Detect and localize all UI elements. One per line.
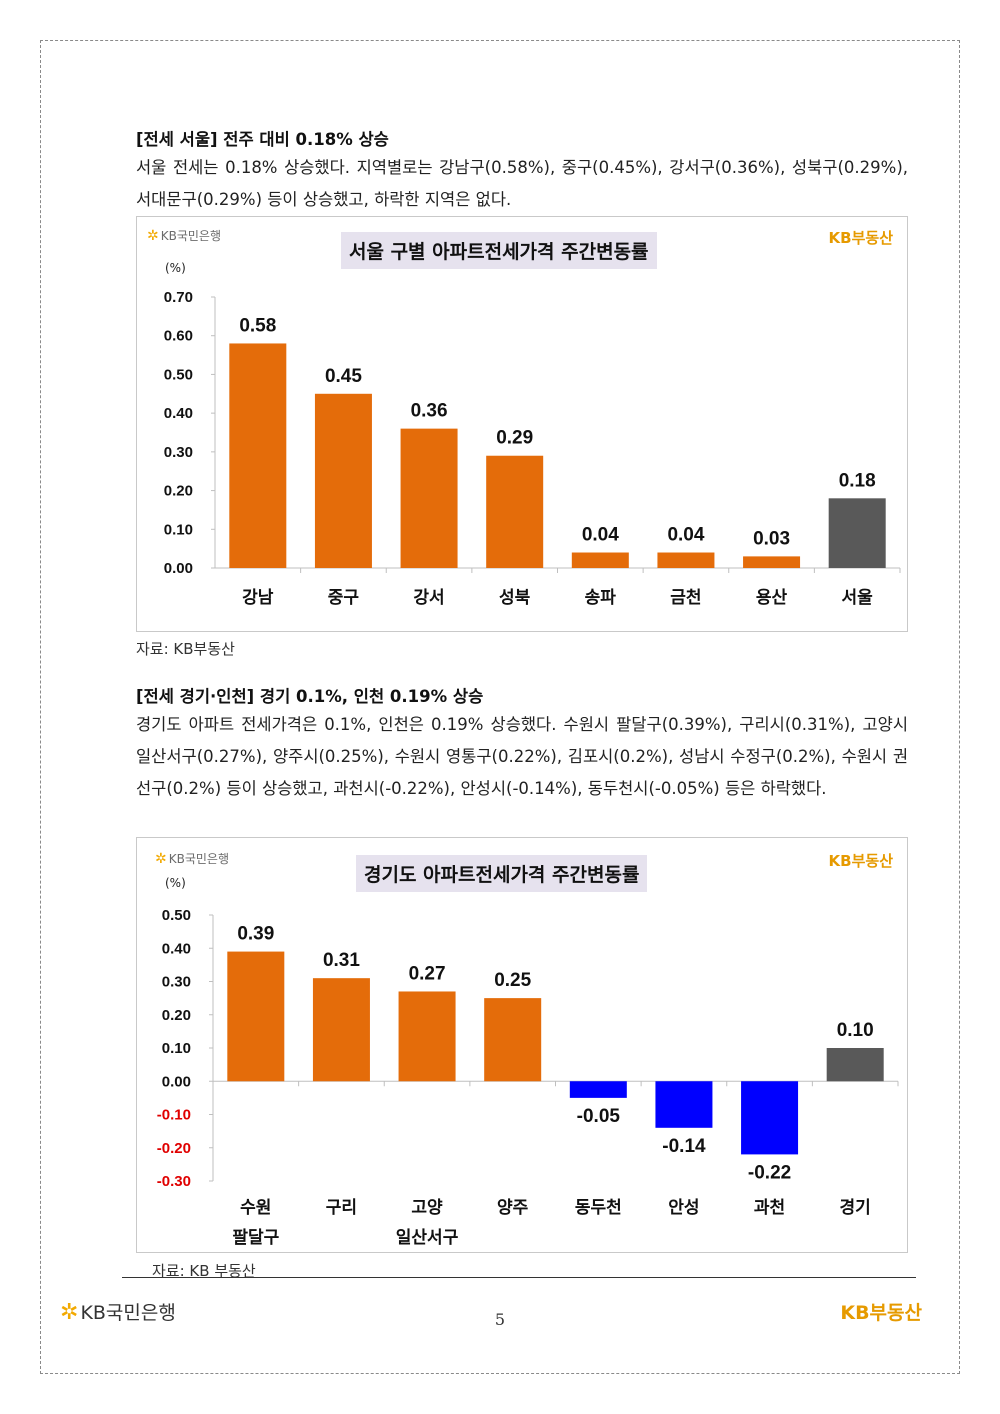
category-label: 수원 — [240, 1198, 271, 1218]
y-tick-label: -0.20 — [157, 1140, 191, 1157]
bar — [826, 1048, 884, 1082]
section1-paragraph: 서울 전세는 0.18% 상승했다. 지역별로는 강남구(0.58%), 중구(… — [136, 158, 908, 209]
page-frame — [40, 40, 960, 1374]
gyeonggi-chart: ✲ KB국민은행 KB부동산 경기도 아파트전세가격 주간변동률 (%) -0.3… — [136, 837, 908, 1253]
y-tick-label: 0.10 — [162, 1040, 191, 1057]
kb-star-icon: ✲ — [147, 228, 159, 244]
category-label: 금천 — [670, 588, 701, 608]
chart-unit-label: (%) — [165, 876, 186, 890]
y-tick-label: 0.40 — [162, 940, 191, 957]
y-tick-label: 0.00 — [164, 560, 193, 577]
section1-heading: [전세 서울] 전주 대비 0.18% 상승 — [136, 130, 389, 149]
kb-bank-logo: ✲ KB국민은행 — [155, 851, 229, 867]
category-label: 강서 — [413, 588, 444, 608]
bar — [741, 1081, 799, 1155]
category-label: 서울 — [842, 588, 874, 608]
data-label: 0.36 — [411, 401, 448, 422]
bar — [400, 428, 458, 568]
chart-unit-label: (%) — [165, 261, 186, 275]
section2-source: 자료: KB 부동산 — [152, 1262, 256, 1280]
data-label: 0.31 — [323, 950, 360, 971]
y-tick-label: 0.40 — [164, 405, 193, 422]
gyeonggi-chart-plot: -0.30 -0.20 -0.10 0.00 0.10 0.20 0.30 0.40 0.50 0… — [157, 907, 899, 1248]
data-label: 0.10 — [837, 1020, 874, 1041]
data-label: 0.04 — [582, 525, 619, 546]
bar — [227, 951, 285, 1082]
data-label: 0.27 — [409, 963, 446, 984]
page-number: 5 — [494, 1310, 506, 1329]
data-label: 0.39 — [237, 924, 274, 945]
category-label: 양주 — [497, 1198, 529, 1218]
category-label: 성북 — [499, 588, 531, 608]
chart-title: 경기도 아파트전세가격 주간변동률 — [356, 855, 648, 892]
seoul-chart: ✲ KB국민은행 KB부동산 서울 구별 아파트전세가격 주간변동률 (%) 0.… — [136, 216, 908, 632]
seoul-chart-plot: 0.00 0.10 0.20 0.30 0.40 0.50 0.60 0.70 0.58 강남 0.… — [164, 289, 901, 608]
section1-source: 자료: KB부동산 — [136, 640, 235, 658]
bar — [655, 1081, 713, 1128]
y-tick-label: 0.30 — [164, 444, 193, 461]
data-label: 0.58 — [239, 315, 276, 336]
footer-realestate-logo: KB부동산 — [840, 1302, 922, 1324]
category-label: 팔달구 — [232, 1227, 279, 1248]
bar — [569, 1081, 627, 1098]
data-label: -0.05 — [577, 1106, 621, 1127]
chart-title: 서울 구별 아파트전세가격 주간변동률 — [341, 232, 657, 269]
y-tick-label: 0.00 — [162, 1073, 191, 1090]
bar — [657, 552, 715, 568]
category-label: 중구 — [328, 588, 360, 608]
section2-heading: [전세 경기·인천] 경기 0.1%, 인천 0.19% 상승 — [136, 687, 484, 706]
category-label: 안성 — [668, 1198, 699, 1218]
footer-divider — [122, 1277, 916, 1278]
y-tick-label: 0.50 — [164, 366, 193, 383]
y-tick-label: 0.20 — [164, 483, 193, 500]
bar — [484, 998, 542, 1082]
category-label: 구리 — [326, 1198, 357, 1218]
y-tick-label: 0.30 — [162, 974, 191, 991]
kb-realestate-logo: KB부동산 — [828, 229, 893, 247]
section2-paragraph: 경기도 아파트 전세가격은 0.1%, 인천은 0.19% 상승했다. 수원시 … — [136, 715, 908, 798]
data-label: 0.03 — [753, 528, 790, 549]
data-label: 0.25 — [494, 970, 531, 991]
bar — [828, 498, 886, 568]
bar — [314, 393, 372, 568]
category-label: 고양 — [411, 1198, 443, 1218]
kb-star-icon: ✲ — [60, 1300, 79, 1325]
bar — [398, 991, 456, 1082]
bar — [571, 552, 629, 568]
category-label: 용산 — [756, 588, 788, 608]
bar — [486, 455, 544, 568]
category-label: 일산서구 — [396, 1228, 459, 1248]
data-label: -0.22 — [748, 1162, 791, 1183]
footer-bank-logo: ✲ KB국민은행 — [60, 1300, 176, 1325]
y-tick-label: 0.20 — [162, 1007, 191, 1024]
kb-bank-logo: ✲ KB국민은행 — [147, 228, 221, 244]
bar — [743, 556, 801, 568]
kb-star-icon: ✲ — [155, 851, 167, 867]
category-label: 과천 — [754, 1198, 785, 1218]
bar — [229, 343, 287, 568]
kb-realestate-logo: KB부동산 — [828, 852, 893, 870]
data-label: 0.04 — [667, 525, 704, 546]
data-label: 0.18 — [839, 470, 876, 491]
y-tick-label: -0.10 — [157, 1107, 191, 1124]
category-label: 동두천 — [575, 1198, 622, 1218]
data-label: 0.29 — [496, 428, 533, 449]
category-label: 송파 — [585, 588, 617, 608]
data-label: -0.14 — [662, 1136, 706, 1157]
y-tick-label: 0.50 — [162, 907, 191, 924]
y-tick-label: 0.10 — [164, 521, 193, 538]
category-label: 경기 — [840, 1198, 871, 1218]
y-tick-label: 0.60 — [164, 328, 193, 345]
y-tick-label: -0.30 — [157, 1173, 191, 1190]
y-tick-label: 0.70 — [164, 289, 193, 306]
bar — [312, 978, 370, 1082]
category-label: 강남 — [242, 588, 274, 608]
data-label: 0.45 — [325, 366, 362, 387]
